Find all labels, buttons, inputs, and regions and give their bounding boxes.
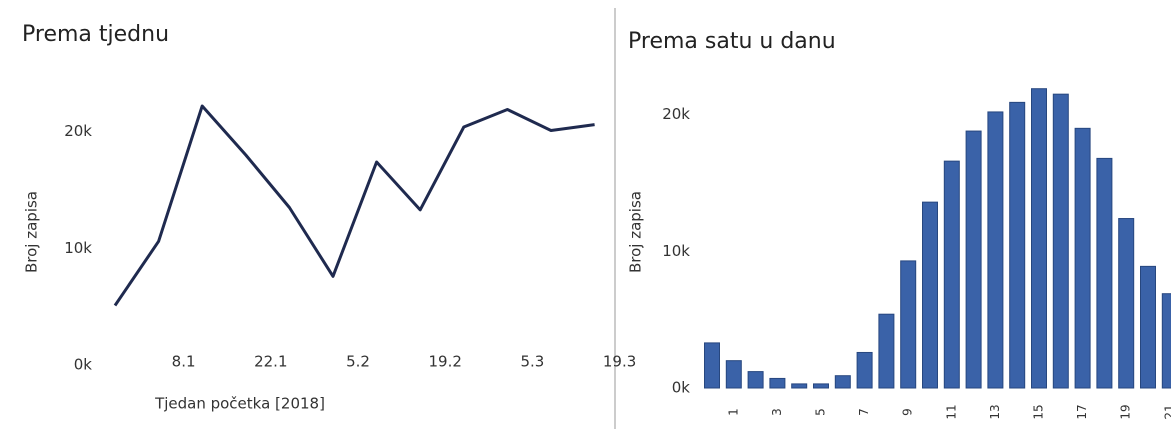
bar: [856, 351, 873, 389]
x-tick-label: 11: [944, 404, 958, 419]
bar: [747, 371, 764, 389]
bar: [1052, 93, 1069, 389]
x-tick-label: 15: [1032, 404, 1046, 419]
y-tick-label: 0k: [74, 356, 93, 374]
x-tick-label: 17: [1075, 404, 1089, 419]
bar: [878, 313, 895, 389]
x-tick-label: 3: [770, 408, 784, 416]
x-tick-label: 21: [1162, 404, 1171, 419]
bar: [1118, 218, 1135, 389]
chart-title: Prema satu u danu: [628, 29, 836, 54]
x-axis-title: Tjedan početka [2018]: [154, 395, 325, 413]
x-tick-label: 19.2: [428, 353, 461, 371]
bar: [900, 260, 917, 389]
x-tick-label: 9: [901, 408, 915, 416]
x-tick-label: 19: [1119, 404, 1133, 419]
y-tick-label: 10k: [662, 242, 690, 260]
bar: [1140, 265, 1156, 389]
bar: [1009, 101, 1026, 389]
bar: [922, 201, 938, 389]
bar: [834, 375, 851, 389]
bar: [1031, 88, 1047, 389]
x-tick-label: 1: [726, 408, 740, 416]
x-tick-label: 22.1: [254, 353, 287, 371]
bar: [813, 383, 829, 389]
y-tick-label: 20k: [662, 105, 690, 123]
bar: [1074, 127, 1091, 389]
y-tick-label: 20k: [64, 122, 92, 140]
bar: [965, 130, 982, 389]
bar: [1161, 293, 1171, 389]
y-axis-title: Broj zapisa: [23, 191, 41, 273]
bar: [987, 111, 1004, 389]
bar: [791, 383, 808, 389]
bar: [769, 377, 786, 389]
x-tick-label: 5.2: [346, 353, 370, 371]
x-tick-label: 5.3: [520, 353, 544, 371]
x-tick-label: 8.1: [172, 353, 196, 371]
x-tick-label: 7: [857, 408, 871, 416]
line: [113, 104, 595, 307]
x-tick-label: 19.3: [603, 353, 636, 371]
x-tick-label: 5: [814, 408, 828, 416]
chart-title: Prema tjednu: [22, 22, 169, 47]
y-tick-label: 10k: [64, 239, 92, 257]
bar: [725, 360, 742, 389]
bar: [943, 160, 960, 389]
x-tick-label: 13: [988, 404, 1002, 419]
bar: [1096, 157, 1113, 389]
bar: [704, 342, 720, 389]
y-axis-title: Broj zapisa: [627, 191, 645, 273]
y-tick-label: 0k: [672, 379, 691, 397]
